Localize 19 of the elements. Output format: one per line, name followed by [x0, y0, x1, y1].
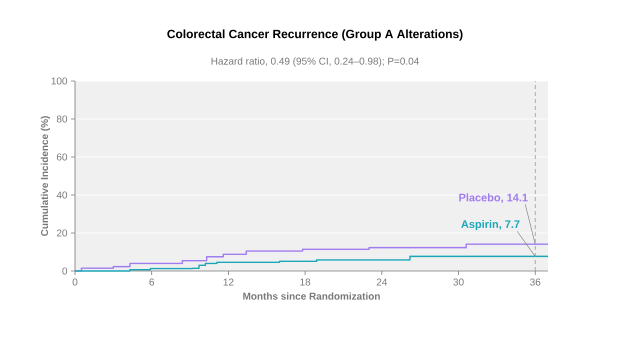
x-tick-label: 30: [453, 278, 464, 286]
y-tick-label: 100: [52, 77, 68, 85]
chart-title: Colorectal Cancer Recurrence (Group A Alterations): [167, 29, 463, 41]
y-tick-label: 0: [62, 267, 68, 275]
y-tick-label: 60: [56, 153, 68, 161]
x-tick-label: 0: [72, 278, 78, 286]
x-tick-label: 18: [300, 278, 310, 286]
x-tick-label: 24: [376, 278, 388, 286]
annotation: Placebo, 14.1: [459, 193, 528, 204]
y-tick-label: 40: [56, 191, 68, 199]
x-tick-label: 12: [224, 278, 234, 286]
annotation: Aspirin, 7.7: [461, 220, 520, 230]
x-axis-title: Months since Randomization: [243, 292, 380, 300]
x-tick-label: 36: [530, 278, 540, 286]
x-tick-label: 6: [149, 278, 154, 286]
y-axis-title: Cumulative Incidence (%): [40, 116, 50, 236]
y-tick-label: 80: [56, 115, 68, 123]
chart-subtitle: Hazard ratio, 0.49 (95% CI, 0.24–0.98); P=0.04: [212, 57, 419, 67]
y-tick-label: 20: [56, 229, 68, 237]
